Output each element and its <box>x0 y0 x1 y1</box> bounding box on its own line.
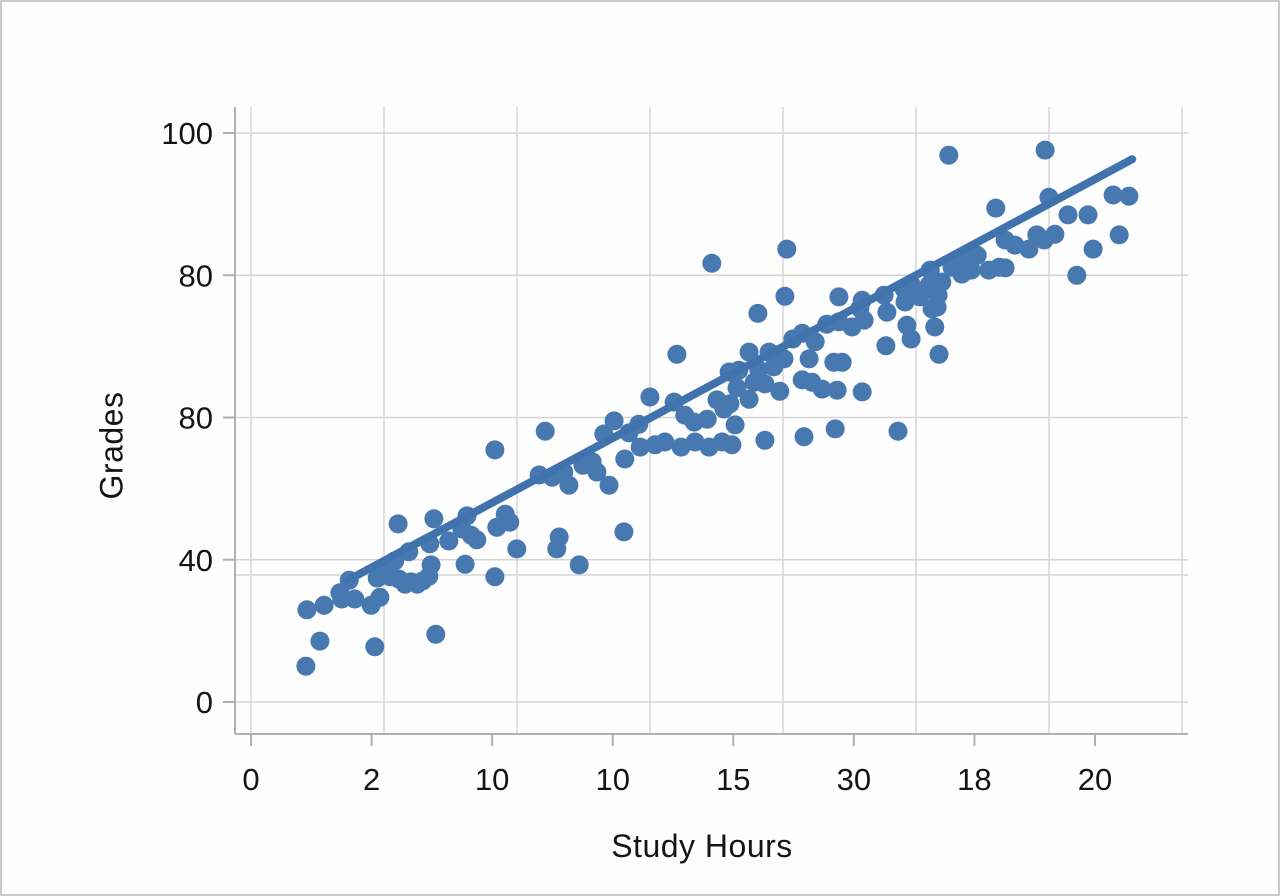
scatter-point <box>332 589 352 609</box>
x-axis-title: Study Hours <box>611 828 793 864</box>
scatter-point <box>667 344 687 364</box>
scatter-point <box>1035 140 1055 160</box>
scatter-point <box>755 430 775 450</box>
x-tick-label: 20 <box>1078 762 1112 797</box>
scatter-point <box>1019 239 1039 259</box>
scatter-point <box>877 302 897 322</box>
scatter-point <box>587 462 607 482</box>
scatter-point <box>1067 265 1087 285</box>
scatter-point <box>829 287 849 307</box>
scatter-point <box>932 272 952 292</box>
scatter-point <box>455 554 475 574</box>
scatter-point <box>421 555 441 575</box>
scatter-point <box>296 656 316 676</box>
scatter-point <box>748 303 768 323</box>
scatter-point <box>1058 205 1078 225</box>
scatter-point <box>424 509 444 529</box>
scatter-point <box>314 595 334 615</box>
trend-line <box>343 155 1137 585</box>
scatter-point <box>702 253 722 273</box>
x-tick-label: 30 <box>837 762 871 797</box>
y-axis-title: Grades <box>93 391 130 500</box>
y-tick-label: 100 <box>161 116 213 151</box>
scatter-point <box>1078 205 1098 225</box>
x-tick-label: 0 <box>242 762 259 797</box>
scatter-point <box>832 352 852 372</box>
scatter-point <box>827 380 847 400</box>
scatter-point <box>569 555 589 575</box>
scatter-point <box>961 260 981 280</box>
scatter-point <box>615 449 635 469</box>
scatter-point <box>1103 185 1123 205</box>
x-tick-label: 15 <box>716 762 750 797</box>
scatter-point <box>825 419 845 439</box>
y-tick-label: 80 <box>179 401 213 436</box>
scatter-point <box>1119 186 1139 206</box>
scatter-point <box>310 631 330 651</box>
scatter-point <box>559 475 579 495</box>
scatter-point <box>727 378 747 398</box>
x-tick-label: 10 <box>475 762 509 797</box>
scatter-point <box>495 504 515 524</box>
x-tick-label: 10 <box>595 762 629 797</box>
scatter-point <box>507 539 527 559</box>
x-tick-label: 18 <box>957 762 991 797</box>
scatter-point <box>805 332 825 352</box>
scatter-point <box>697 409 717 429</box>
scatter-point <box>794 427 814 447</box>
y-tick-label: 0 <box>196 685 213 720</box>
scatter-point <box>467 530 487 550</box>
scatter-point <box>365 637 385 657</box>
scatter-point <box>854 310 874 330</box>
scatter-point <box>852 382 872 402</box>
scatter-point <box>995 258 1015 278</box>
scatter-point <box>967 245 987 265</box>
scatter-point <box>388 514 408 534</box>
scatter-point <box>799 349 819 369</box>
scatter-point <box>812 379 832 399</box>
scatter-point <box>775 286 795 306</box>
scatter-point <box>439 531 459 551</box>
scatter-point <box>722 435 742 455</box>
scatter-point <box>535 421 555 441</box>
y-tick-label: 80 <box>179 258 213 293</box>
scatter-point <box>426 624 446 644</box>
scatter-point <box>876 336 896 356</box>
scatter-point <box>895 292 915 312</box>
scatter-point <box>755 374 775 394</box>
scatter-point <box>929 344 949 364</box>
scatter-point <box>549 527 569 547</box>
scatter-point <box>774 349 794 369</box>
scatter-point <box>1083 239 1103 259</box>
scatter-point <box>777 239 797 259</box>
scatter-point <box>640 387 660 407</box>
scatter-point <box>725 415 745 435</box>
scatter-point <box>720 394 740 414</box>
scatter-point <box>599 475 619 495</box>
scatter-point <box>345 589 365 609</box>
scatter-point <box>614 522 634 542</box>
scatter-point <box>901 329 921 349</box>
scatter-point <box>939 145 959 165</box>
scatter-point <box>1045 224 1065 244</box>
scatter-point <box>888 421 908 441</box>
scatter-point <box>739 342 759 362</box>
scatter-point <box>297 600 317 620</box>
scatter-point <box>925 317 945 337</box>
scatter-point <box>986 198 1006 218</box>
scatter-point <box>485 567 505 587</box>
scatter-point <box>370 587 390 607</box>
scatter-point <box>655 432 675 452</box>
y-tick-label: 40 <box>179 543 213 578</box>
scatter-point <box>1109 225 1129 245</box>
scatter-point <box>604 411 624 431</box>
scatter-point <box>485 440 505 460</box>
x-tick-label: 2 <box>363 762 380 797</box>
scatter-point <box>630 437 650 457</box>
scatter-point <box>770 381 790 401</box>
scatter-point <box>739 389 759 409</box>
